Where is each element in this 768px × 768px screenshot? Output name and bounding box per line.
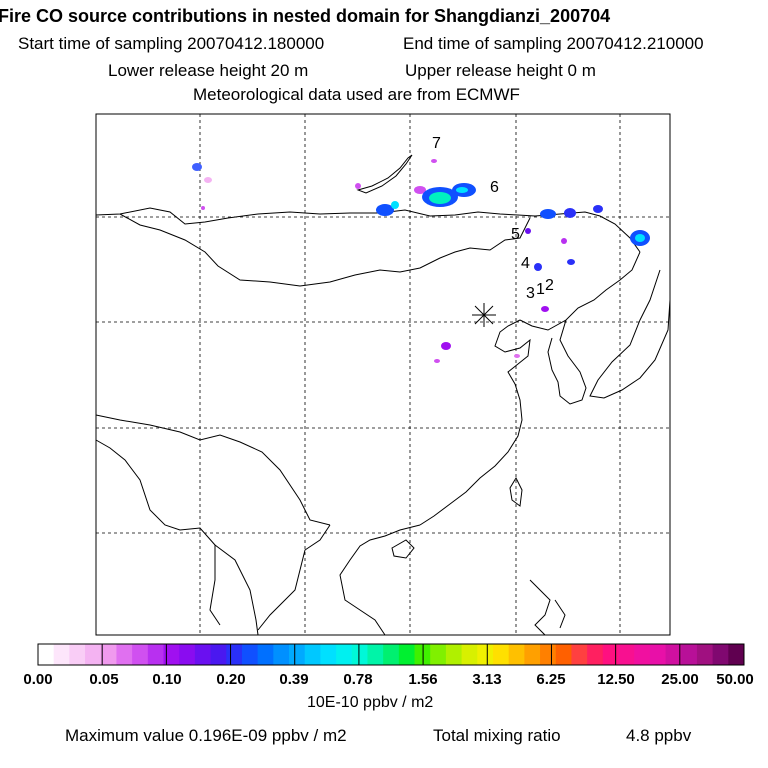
colorbar-swatch [634, 644, 651, 665]
total-mixing-ratio-label: Total mixing ratio [433, 726, 561, 745]
colorbar-swatch [571, 644, 588, 665]
colorbar-swatch [351, 644, 368, 665]
colorbar-swatch [602, 644, 619, 665]
colorbar-swatch [712, 644, 729, 665]
colorbar-swatch [696, 644, 714, 665]
colorbar-swatch [289, 644, 306, 665]
colorbar-tick: 1.56 [408, 671, 438, 688]
met-data-label: Meteorological data used are from ECMWF [193, 85, 520, 104]
colorbar-swatch [100, 644, 117, 665]
colorbar-swatch [257, 644, 274, 665]
colorbar-swatch [524, 644, 541, 665]
map-gridlines [96, 114, 670, 635]
colorbar-swatch [179, 644, 196, 665]
source-label-7: 7 [432, 135, 441, 152]
colorbar-tick: 0.20 [216, 671, 246, 688]
map-frame [95, 113, 671, 636]
colorbar-tick: 0.39 [279, 671, 309, 688]
colorbar-swatch [336, 644, 353, 665]
colorbar-swatch [492, 644, 510, 665]
colorbar-swatch [194, 644, 212, 665]
colorbar-swatch [116, 644, 133, 665]
colorbar-swatch [53, 644, 70, 665]
colorbar-swatch [681, 644, 698, 665]
colorbar-swatch [383, 644, 400, 665]
plume-spots [192, 159, 650, 363]
colorbar-swatch [587, 644, 604, 665]
colorbar-swatch [445, 644, 463, 665]
colorbar-swatch [273, 644, 290, 665]
colorbar-tick: 12.50 [597, 671, 635, 688]
colorbar-tick: 6.25 [536, 671, 566, 688]
colorbar-swatch [163, 644, 180, 665]
colorbar-tick: 3.13 [472, 671, 502, 688]
source-label-1: 1 [536, 281, 545, 298]
colorbar-swatch [69, 644, 86, 665]
colorbar-swatch [304, 644, 321, 665]
colorbar-swatch [540, 644, 557, 665]
colorbar-tick: 0.00 [23, 671, 53, 688]
colorbar-tick: 0.05 [89, 671, 119, 688]
colorbar-swatch [508, 644, 525, 665]
colorbar-swatch [226, 644, 243, 665]
map-boundaries [95, 154, 671, 636]
colorbar-swatch [398, 644, 416, 665]
colorbar-swatch [320, 644, 337, 665]
colorbar-swatch [241, 644, 259, 665]
colorbar-swatch [555, 644, 572, 665]
start-time-label: Start time of sampling 20070412.180000 [18, 34, 325, 53]
colorbar-swatch [461, 644, 478, 665]
source-label-5: 5 [511, 226, 520, 243]
colorbar [37, 643, 745, 666]
colorbar-swatch [132, 644, 149, 665]
colorbar-border [37, 643, 745, 666]
source-label-2: 2 [545, 277, 554, 294]
colorbar-swatch [618, 644, 635, 665]
total-mixing-ratio-value: 4.8 ppbv [626, 726, 692, 745]
colorbar-swatch [728, 644, 745, 665]
source-label-3: 3 [526, 285, 535, 302]
colorbar-tick: 0.78 [343, 671, 373, 688]
upper-release-label: Upper release height 0 m [405, 61, 596, 80]
colorbar-swatch [38, 644, 55, 665]
colorbar-unit: 10E-10 ppbv / m2 [307, 694, 434, 711]
colorbar-tick: 50.00 [716, 671, 754, 688]
colorbar-swatch [210, 644, 227, 665]
receptor-star-icon [472, 303, 496, 327]
maximum-value-label: Maximum value 0.196E-09 ppbv / m2 [65, 726, 347, 745]
source-label-4: 4 [521, 255, 530, 272]
lower-release-label: Lower release height 20 m [108, 61, 309, 80]
colorbar-swatch [665, 644, 682, 665]
page-title: Fire CO source contributions in nested d… [0, 6, 611, 26]
colorbar-swatch [649, 644, 667, 665]
colorbar-swatch [367, 644, 384, 665]
colorbar-tick: 25.00 [661, 671, 699, 688]
colorbar-tick: 0.10 [152, 671, 182, 688]
end-time-label: End time of sampling 20070412.210000 [403, 34, 704, 53]
colorbar-swatch [147, 644, 165, 665]
colorbar-swatch [430, 644, 447, 665]
colorbar-swatch [477, 644, 494, 665]
colorbar-swatch [85, 644, 102, 665]
source-label-6: 6 [490, 179, 499, 196]
